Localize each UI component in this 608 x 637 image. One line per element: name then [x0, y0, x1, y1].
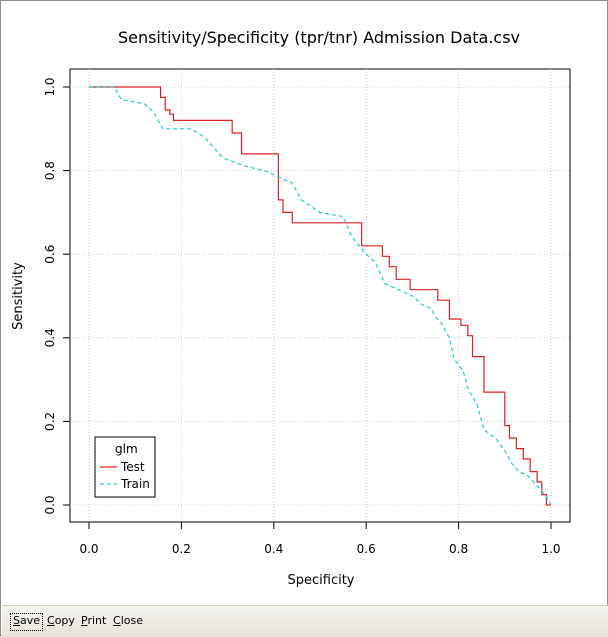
x-tick-label-3: 0.6	[357, 542, 376, 556]
save-button[interactable]: Save	[10, 613, 44, 631]
legend-label-train: Train	[120, 477, 150, 491]
roc-chart: Sensitivity/Specificity (tpr/tnr) Admiss…	[11, 28, 571, 588]
copy-button[interactable]: Copy	[47, 614, 75, 627]
y-tick-label-1: 0.2	[43, 412, 57, 431]
legend: glm Test Train	[94, 436, 156, 498]
x-axis-label: Specificity	[288, 573, 355, 588]
close-button[interactable]: Close	[113, 614, 143, 627]
legend-label-test: Test	[120, 460, 145, 474]
x-tick-label-1: 0.2	[172, 542, 191, 556]
y-axis-label: Sensitivity	[11, 262, 26, 330]
x-tick-label-4: 0.8	[449, 542, 468, 556]
y-tick-label-0: 0.0	[43, 495, 57, 514]
legend-title: glm	[115, 442, 138, 456]
plot-box	[69, 68, 571, 523]
print-button[interactable]: Print	[81, 614, 107, 627]
x-tick-label-5: 1.0	[541, 542, 560, 556]
series-test	[89, 86, 551, 506]
grid	[70, 69, 570, 522]
y-tick-label-5: 1.0	[43, 77, 57, 96]
chart-title: Sensitivity/Specificity (tpr/tnr) Admiss…	[118, 28, 520, 47]
axes: 0.0 0.2 0.4 0.6 0.8 1.0 0.0 0.2 0.4 0.6 0.8 1.0	[43, 77, 561, 556]
toolbar: Save Copy Print Close	[2, 605, 608, 637]
series-layer	[89, 86, 552, 506]
y-tick-label-3: 0.6	[43, 245, 57, 264]
series-train	[89, 86, 552, 506]
y-tick-label-4: 0.8	[43, 161, 57, 180]
x-tick-label-2: 0.4	[264, 542, 283, 556]
x-tick-label-0: 0.0	[79, 542, 98, 556]
y-tick-label-2: 0.4	[43, 328, 57, 347]
